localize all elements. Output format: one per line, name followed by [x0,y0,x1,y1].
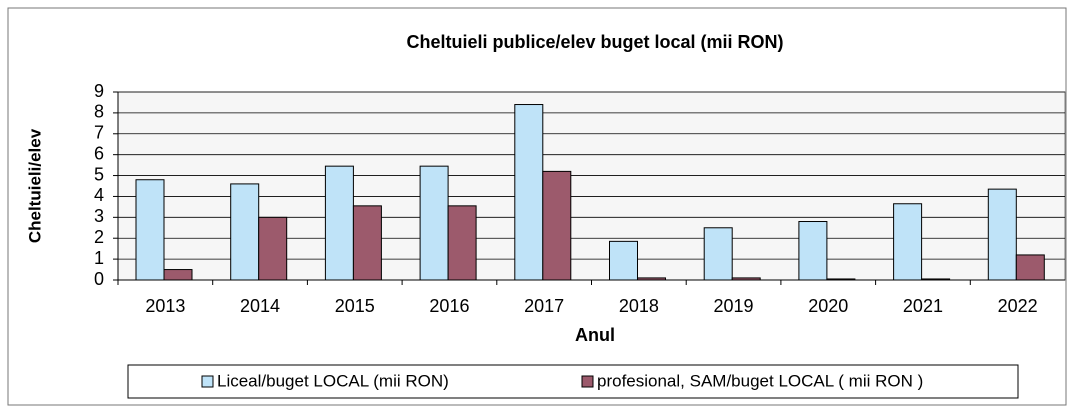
bar [163,269,193,281]
y-tick-label: 3 [94,206,104,226]
y-tick-label: 8 [94,102,104,122]
bar [703,227,733,281]
x-tick-label: 2018 [619,296,659,316]
bar [921,278,951,281]
legend-label: Liceal/buget LOCAL (mii RON) [217,371,449,390]
bar [419,165,449,281]
x-tick-label: 2019 [714,296,754,316]
bar [447,205,477,281]
bar [637,277,666,281]
legend-box [127,364,1019,399]
bar [609,240,638,281]
bar [352,205,382,281]
bar [258,216,288,281]
x-tick-label: 2022 [998,296,1038,316]
y-tick-label: 9 [94,81,104,101]
x-tick-label: 2020 [808,296,848,316]
bar [514,104,544,281]
chart-title: Cheltuieli publice/elev buget local (mii… [406,32,783,52]
x-tick-label: 2017 [524,296,564,316]
x-axis-label: Anul [575,325,615,345]
x-tick-label: 2013 [145,296,185,316]
bar [798,221,828,281]
legend-swatch [201,375,214,388]
x-tick-label: 2015 [335,296,375,316]
bar [324,165,354,281]
bar [893,203,923,281]
x-tick-label: 2016 [429,296,469,316]
bar [987,188,1017,281]
bar [135,179,165,281]
y-axis-label: Cheltuieli/elev [25,128,44,243]
y-tick-label: 2 [94,227,104,247]
y-tick-label: 0 [94,269,104,289]
bar [731,277,761,281]
x-tick-label: 2014 [240,296,280,316]
y-tick-label: 4 [94,185,104,205]
y-tick-label: 1 [94,248,104,268]
legend-swatch [581,375,594,388]
bar [542,170,572,281]
y-tick-label: 6 [94,143,104,163]
x-tick-label: 2021 [903,296,943,316]
legend-label: profesional, SAM/buget LOCAL ( mii RON ) [597,371,923,390]
bar [826,278,856,281]
y-tick-label: 5 [94,164,104,184]
y-tick-label: 7 [94,123,104,143]
bar [1015,254,1045,281]
bar [230,183,260,281]
